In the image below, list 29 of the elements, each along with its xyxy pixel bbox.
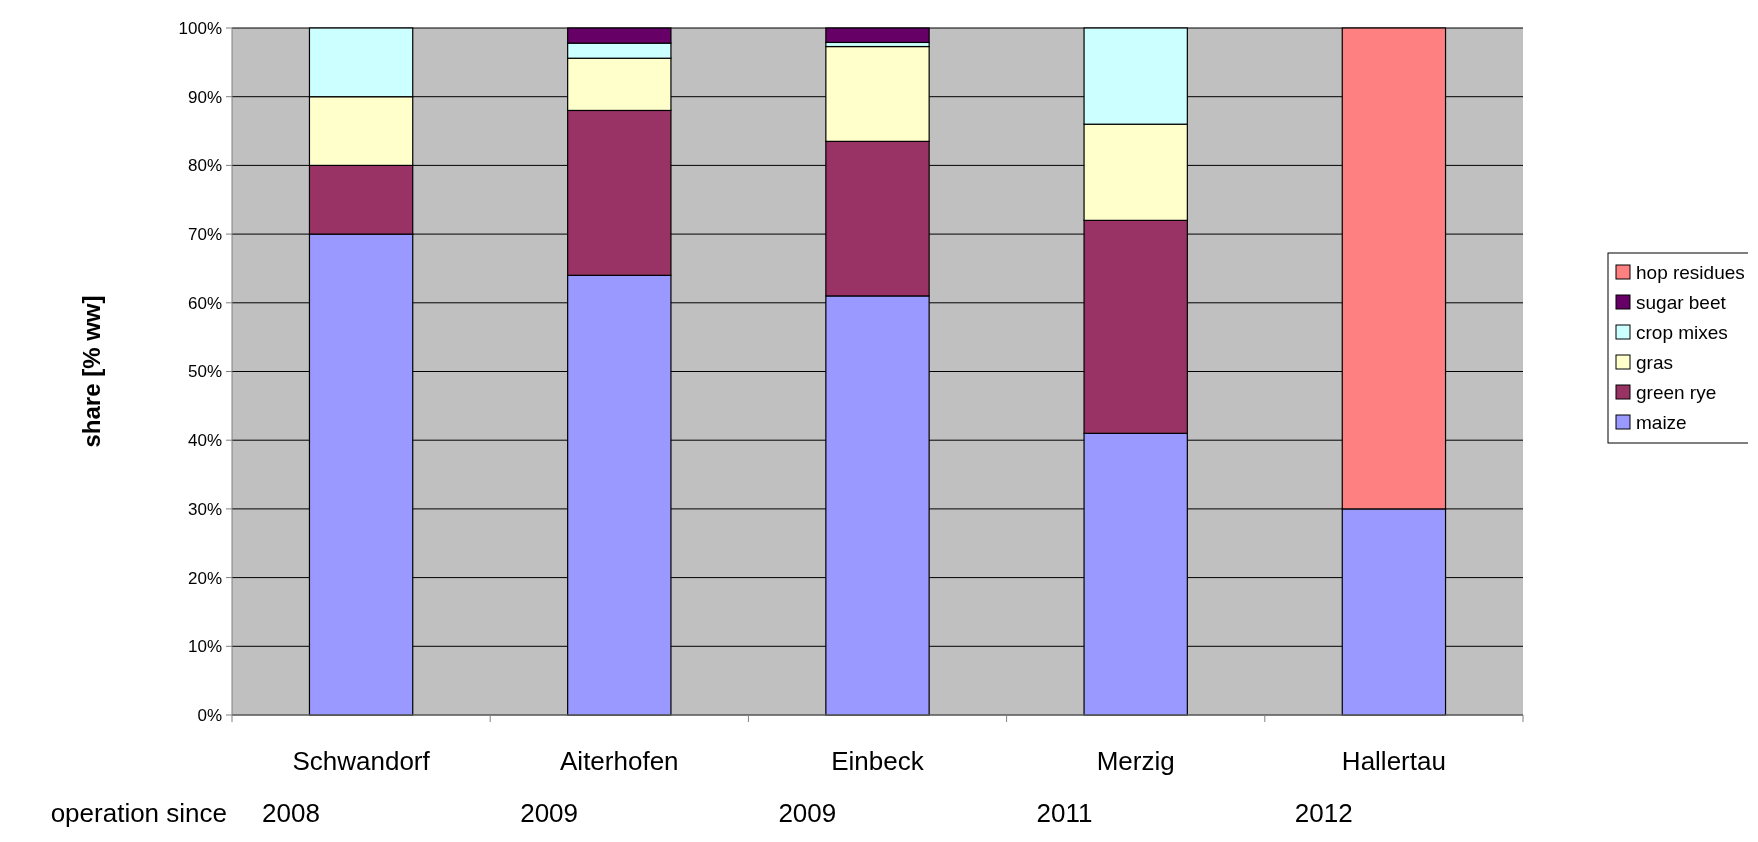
legend-label: gras — [1636, 351, 1673, 373]
text: 2009 — [520, 798, 579, 828]
y-tick-label: 10% — [187, 637, 222, 657]
y-tick-label: 30% — [187, 499, 222, 519]
x-tick-label: Schwandorf — [292, 746, 431, 776]
y-tick-label: 60% — [187, 293, 222, 313]
y-tick-label: 50% — [187, 362, 222, 382]
y-tick-label: 70% — [187, 225, 222, 245]
y-tick-label: 90% — [187, 87, 222, 107]
text: 2012 — [1294, 798, 1353, 828]
text: 2009 — [778, 798, 837, 828]
legend-label: maize — [1636, 411, 1687, 433]
legend-label: sugar beet — [1636, 291, 1727, 313]
y-tick-label: 0% — [197, 705, 222, 725]
y-axis-title: share [% ww] — [78, 295, 105, 448]
text: 2011 — [1036, 798, 1093, 828]
y-tick-label: 40% — [187, 431, 222, 451]
y-tick-label: 80% — [187, 156, 222, 176]
text: 2008 — [262, 798, 320, 828]
y-tick-label: 20% — [187, 568, 222, 588]
legend-label: green rye — [1636, 381, 1717, 403]
text: operation since — [50, 798, 227, 828]
x-tick-label: Aiterhofen — [560, 746, 679, 776]
legend-label: crop mixes — [1636, 321, 1728, 343]
legend-label: hop residues — [1636, 261, 1745, 283]
y-tick-label: 100% — [178, 18, 222, 38]
x-tick-label: Merzig — [1096, 746, 1175, 776]
x-tick-label: Hallertau — [1341, 746, 1446, 776]
x-tick-label: Einbeck — [831, 746, 925, 776]
